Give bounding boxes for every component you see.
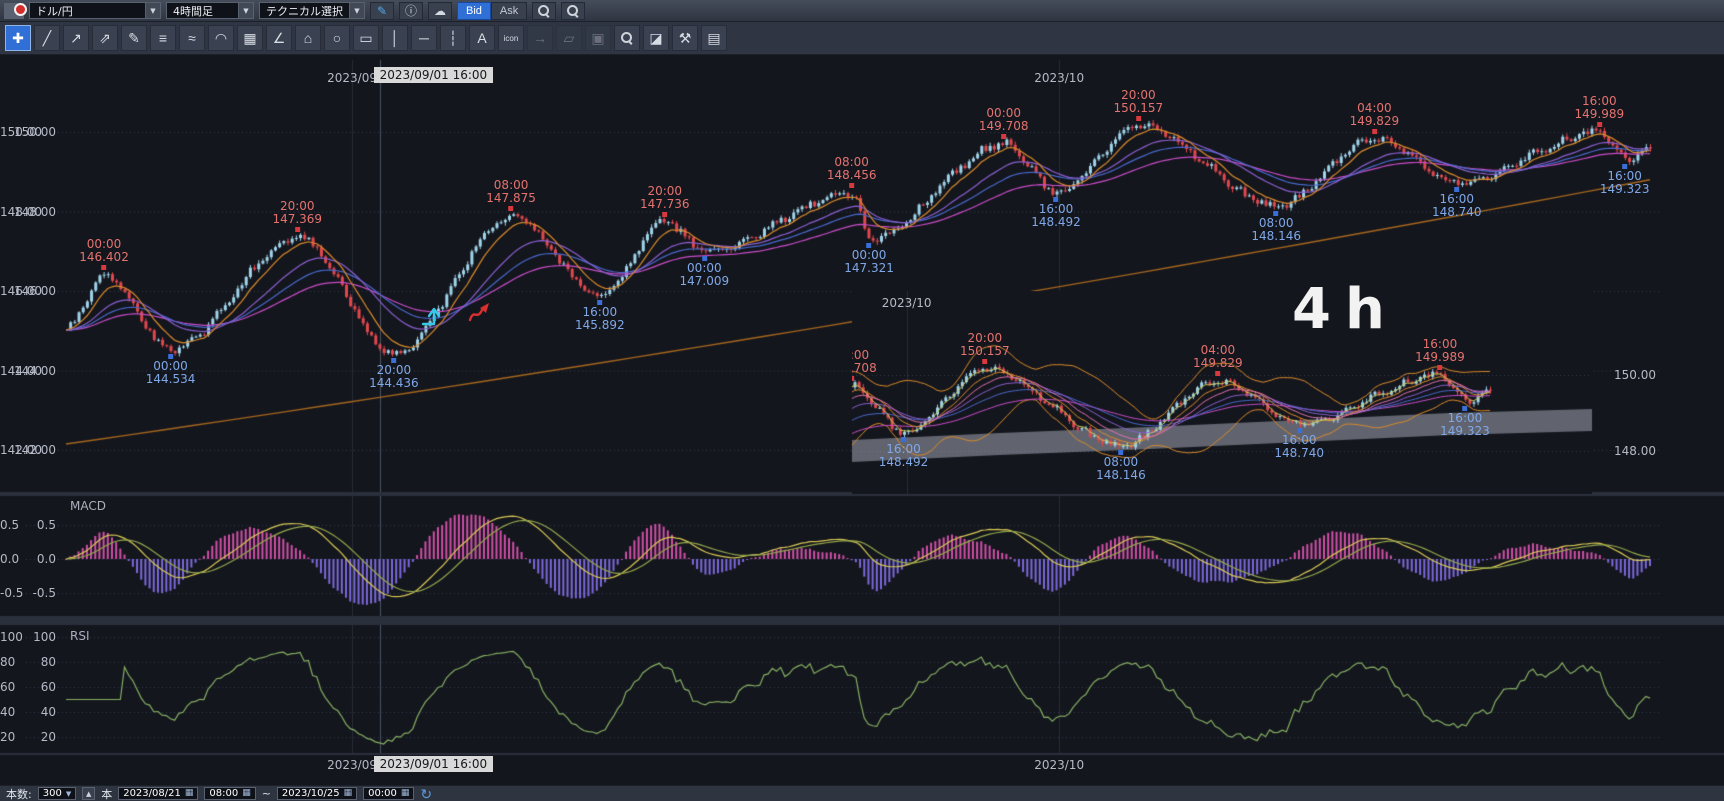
cloud-icon: ☁ — [434, 3, 446, 18]
channel-line-tool[interactable]: ⇗ — [92, 25, 118, 51]
bottom-toolbar: 本数: 300 ▼ ▲ 本 2023/08/21 ▦ 08:00 ▦ ~ 202… — [0, 785, 1724, 801]
text-tool[interactable]: A — [469, 25, 495, 51]
save-template-tool[interactable]: ▤ — [701, 25, 727, 51]
gann-grid-tool[interactable]: ▦ — [237, 25, 263, 51]
time-to-input[interactable]: 00:00 ▦ — [363, 787, 415, 800]
bar-count-label: 本数: — [6, 787, 32, 801]
range-separator: ~ — [261, 787, 271, 800]
date-to-input[interactable]: 2023/10/25 ▦ — [276, 787, 358, 800]
chart-settings-tool[interactable]: ⚒ — [672, 25, 698, 51]
chevron-down-icon[interactable]: ▼ — [238, 3, 253, 18]
rectangle-tool[interactable]: ▭ — [353, 25, 379, 51]
pencil-icon: ✎ — [376, 3, 388, 18]
zoom-tool[interactable] — [614, 25, 640, 51]
zoom-button[interactable] — [561, 1, 586, 20]
draw-pencil-button[interactable]: ✎ — [370, 1, 394, 20]
calendar-icon[interactable]: ▦ — [400, 788, 410, 798]
technical-select-value: テクニカル選択 — [266, 4, 343, 18]
technical-select[interactable]: テクニカル選択 ▼ — [259, 2, 365, 19]
time-from-input[interactable]: 08:00 ▦ — [204, 787, 256, 800]
chevron-down-icon[interactable]: ▼ — [145, 3, 160, 18]
pencil-tool[interactable]: ✎ — [121, 25, 147, 51]
magnifier-icon — [621, 32, 633, 44]
calendar-icon[interactable]: ▦ — [242, 788, 251, 798]
group-select-tool: ▣ — [585, 25, 611, 51]
crosshair-tool[interactable]: ✚ — [5, 25, 31, 51]
bar-count-select[interactable]: 300 ▼ — [37, 787, 77, 800]
icon-stamp-tool[interactable]: icon — [498, 25, 524, 51]
currency-pair-value: ドル/円 — [36, 4, 73, 18]
info-button[interactable]: ⓘ — [399, 1, 423, 20]
magnifier-plus-icon — [567, 4, 579, 17]
fib-arc-tool[interactable]: ◠ — [208, 25, 234, 51]
time-from-value: 08:00 — [209, 788, 239, 799]
info-icon: ⓘ — [404, 4, 417, 18]
bid-button[interactable]: Bid — [457, 1, 491, 20]
bar-count-unit: 本 — [101, 787, 113, 801]
cloud-save-button[interactable]: ☁ — [428, 1, 452, 20]
timeframe-select[interactable]: 4時間足 ▼ — [166, 2, 254, 19]
calendar-icon[interactable]: ▦ — [184, 788, 194, 798]
ellipse-tool[interactable]: ○ — [324, 25, 350, 51]
eraser-tool[interactable]: ◪ — [643, 25, 669, 51]
trend-line-tool[interactable]: ╱ — [34, 25, 60, 51]
timeframe-value: 4時間足 — [173, 4, 213, 18]
app-logo-icon — [4, 2, 27, 19]
horizontal-line-tool[interactable]: ─ — [411, 25, 437, 51]
currency-pair-select[interactable]: ドル/円 ▼ — [29, 2, 161, 19]
vertical-line-tool[interactable]: │ — [382, 25, 408, 51]
time-to-value: 00:00 — [368, 788, 397, 799]
fib-fan-tool[interactable]: ≈ — [179, 25, 205, 51]
calendar-icon[interactable]: ▦ — [343, 788, 353, 798]
chart-canvas[interactable] — [0, 55, 1724, 785]
chart-region: 150.00 150.00 148.00 148.00 146.00 146.00 144.… — [0, 55, 1724, 785]
date-from-value: 2023/08/21 — [123, 788, 181, 799]
top-toolbar: ドル/円 ▼ 4時間足 ▼ テクニカル選択 ▼ ✎ ⓘ ☁ Bid Ask — [0, 0, 1724, 22]
collapse-toolbar-button[interactable]: ▲ — [82, 787, 96, 800]
ray-line-tool[interactable]: ↗ — [63, 25, 89, 51]
chevron-down-icon[interactable]: ▼ — [65, 789, 72, 798]
fib-retracement-tool[interactable]: ≡ — [150, 25, 176, 51]
magnifier-icon — [538, 4, 550, 17]
arrow-stamp-tool: → — [527, 25, 553, 51]
date-from-input[interactable]: 2023/08/21 ▦ — [118, 787, 199, 800]
bar-count-value: 300 — [42, 788, 62, 799]
reset-range-button[interactable]: ↻ — [420, 785, 433, 801]
pentagon-tool[interactable]: ⌂ — [295, 25, 321, 51]
angle-line-tool[interactable]: ∠ — [266, 25, 292, 51]
image-stamp-tool: ▱ — [556, 25, 582, 51]
chart-search-button[interactable] — [532, 1, 557, 20]
cycle-line-tool[interactable]: ┆ — [440, 25, 466, 51]
ask-button[interactable]: Ask — [490, 1, 528, 20]
date-to-value: 2023/10/25 — [281, 788, 340, 799]
chevron-down-icon[interactable]: ▼ — [349, 3, 364, 18]
